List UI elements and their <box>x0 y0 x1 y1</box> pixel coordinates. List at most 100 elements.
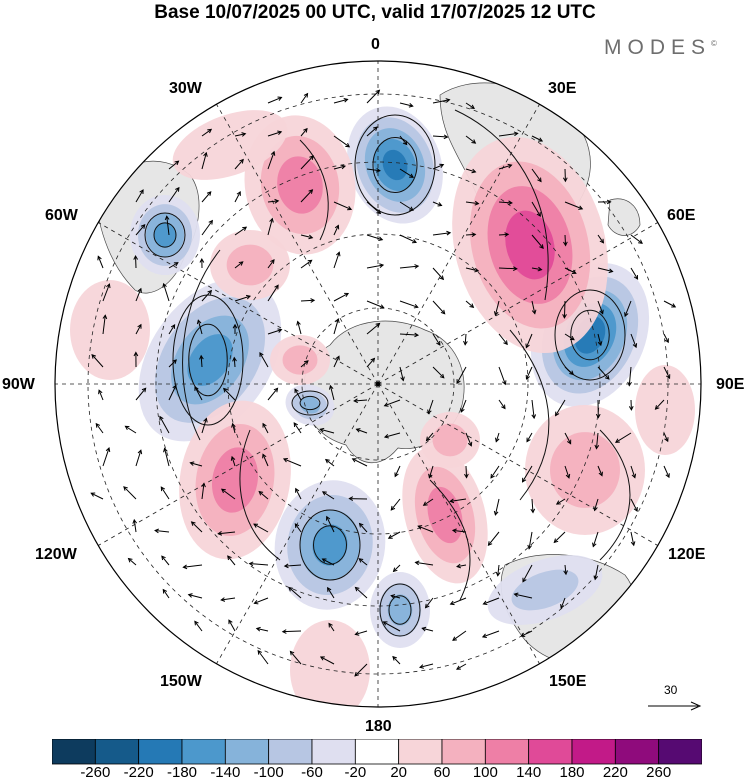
wind-arrow <box>630 234 643 244</box>
wind-arrow <box>465 232 477 237</box>
wind-arrow <box>366 201 382 215</box>
wind-arrow <box>624 300 632 318</box>
wind-arrow <box>168 359 177 368</box>
anomaly-level <box>290 620 370 707</box>
wind-arrow <box>159 415 170 434</box>
colorbar-tick-label: 260 <box>646 764 672 781</box>
wind-arrow <box>432 300 446 315</box>
meridian-line <box>377 104 540 385</box>
wind-arrow <box>162 282 170 302</box>
wind-arrow <box>324 458 335 467</box>
meridian-line <box>216 383 379 664</box>
wind-arrow <box>465 200 480 206</box>
wind-arrow <box>95 422 104 434</box>
anomaly-pos-south-indian <box>525 405 645 535</box>
wind-arrow <box>522 564 533 583</box>
wind-arrow <box>161 555 170 566</box>
wind-arrow <box>201 128 213 137</box>
anomaly-neg-australia-south <box>487 555 603 625</box>
wind-arrow <box>399 234 417 244</box>
wind-arrow <box>432 333 441 346</box>
wind-arrow <box>168 384 177 401</box>
streamline-curve <box>599 429 631 561</box>
wind-arrow <box>321 558 335 566</box>
modes-logo: MODES© <box>604 36 717 60</box>
wind-arrow <box>333 164 347 170</box>
colorbar-segment <box>224 739 270 765</box>
lon-label-150w: 150W <box>160 673 202 690</box>
colorbar-segment <box>268 739 313 765</box>
lon-label-150e: 150E <box>549 673 587 690</box>
anomaly-level <box>550 432 620 508</box>
wind-arrow <box>592 531 599 548</box>
wind-arrow <box>630 267 639 280</box>
wind-arrow <box>98 389 104 401</box>
streamline-loop <box>372 137 418 193</box>
wind-arrow <box>255 626 269 632</box>
wind-arrow <box>399 264 420 269</box>
wind-arrow <box>465 300 475 309</box>
anomaly-pos-east-pacific <box>70 280 150 380</box>
wind-arrow <box>531 300 537 315</box>
streamline-loop <box>554 289 626 381</box>
colorbar-segment <box>94 739 140 765</box>
wind-arrow <box>123 486 137 500</box>
wind-arrow <box>425 432 434 442</box>
meridian-line <box>98 383 379 546</box>
wind-arrow <box>135 189 144 203</box>
wind-arrow <box>194 385 203 401</box>
wind-arrow <box>319 427 335 434</box>
streamlines <box>144 109 631 637</box>
wind-arrow <box>399 201 414 211</box>
wind-arrow <box>220 488 236 500</box>
wind-arrow <box>663 465 670 479</box>
streamline-loop <box>313 525 347 565</box>
anomaly-level <box>312 524 348 566</box>
wind-arrow <box>531 135 544 142</box>
wind-arrow <box>366 357 376 368</box>
colorbar-tick-label: 60 <box>433 764 451 781</box>
colorbar-segment <box>138 739 183 765</box>
wind-arrow <box>289 650 302 665</box>
wind-arrow <box>424 597 434 609</box>
wind-arrow <box>164 215 170 236</box>
reference-wind-arrow <box>648 701 702 711</box>
anomaly-level <box>432 423 468 457</box>
latitude-circle <box>155 161 601 607</box>
wind-arrow <box>654 399 665 410</box>
anomaly-level <box>387 594 413 626</box>
wind-arrow <box>428 465 434 479</box>
wind-arrow <box>460 399 467 413</box>
wind-arrow <box>230 455 236 467</box>
anomaly-level <box>153 222 177 248</box>
colorbar-segment <box>441 739 486 765</box>
wind-arrow <box>259 351 269 368</box>
wind-arrow <box>530 498 536 514</box>
wind-arrow <box>630 531 636 547</box>
wind-arrow <box>564 432 572 445</box>
lon-label-90e: 90E <box>716 376 745 393</box>
anomaly-level <box>277 156 323 214</box>
streamline-loop <box>379 583 421 637</box>
anomaly-level <box>70 280 150 380</box>
streamline-curve <box>429 479 471 601</box>
wind-arrow <box>465 135 477 144</box>
wind-arrow <box>630 333 638 349</box>
wind-arrow <box>102 314 108 335</box>
lon-label-180: 180 <box>365 718 392 735</box>
anomaly-level <box>282 345 318 375</box>
wind-arrow <box>399 135 408 146</box>
wind-arrow <box>217 531 236 536</box>
wind-arrow <box>595 399 601 419</box>
wind-arrow <box>490 465 500 479</box>
wind-arrow <box>498 232 510 237</box>
wind-arrow <box>366 89 381 104</box>
wind-arrow <box>597 333 603 347</box>
meridian-line <box>377 222 658 385</box>
wind-arrow <box>417 525 434 533</box>
wind-arrow <box>258 490 269 500</box>
wind-arrow <box>498 366 507 386</box>
wind-arrow <box>563 234 568 247</box>
wind-arrow <box>414 560 434 566</box>
wind-arrow <box>464 465 469 479</box>
